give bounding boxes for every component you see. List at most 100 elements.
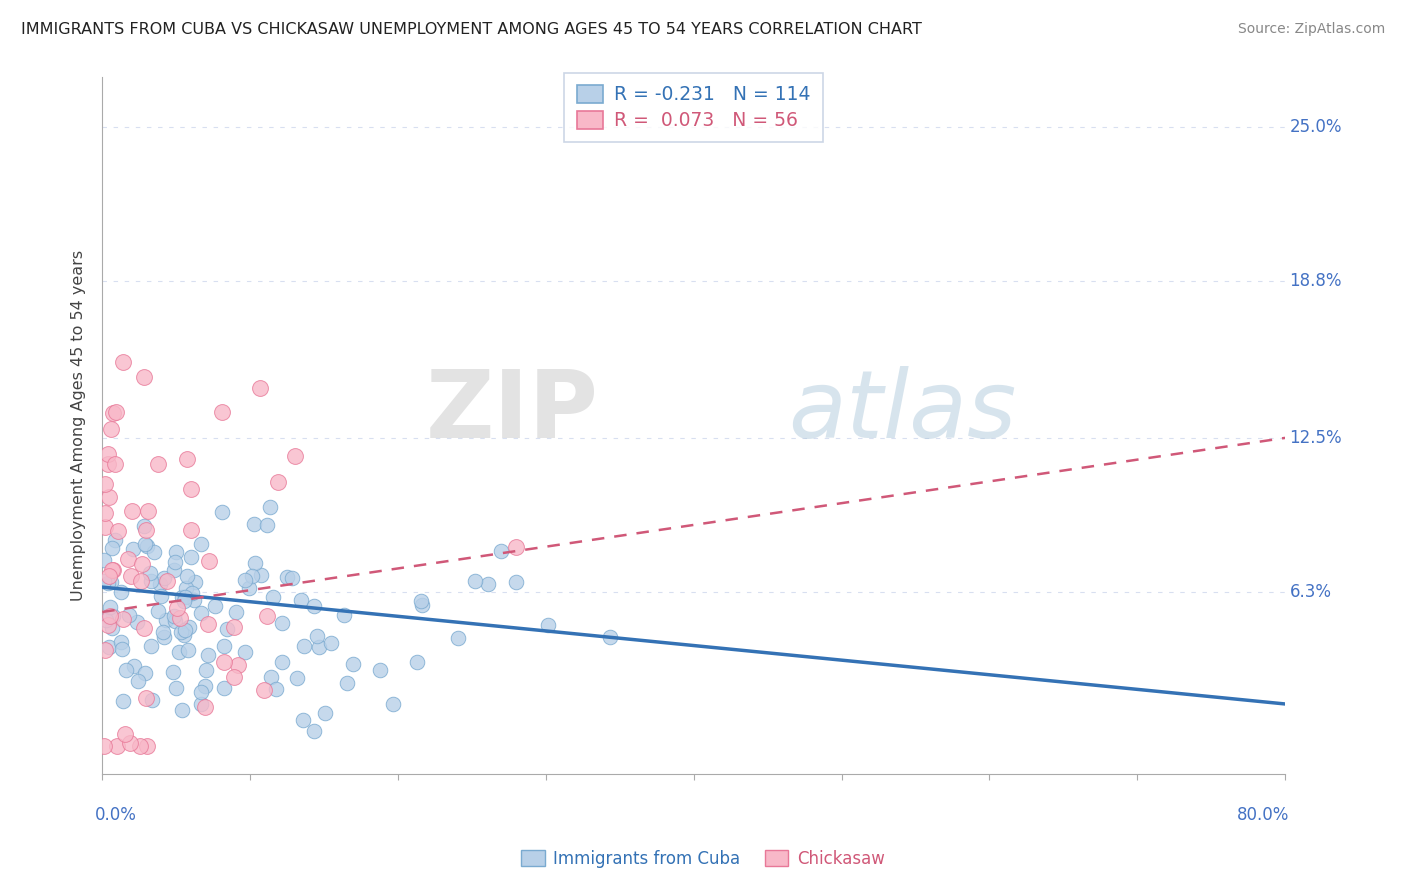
Point [291,713,314,727]
Point [97,490,120,504]
Point [112,355,135,369]
Point [100,575,122,590]
Point [121,542,143,557]
Text: 25.0%: 25.0% [1289,118,1341,136]
Point [136,539,159,553]
Point [132,370,155,384]
Point [190,697,212,711]
Point [242,516,264,531]
Point [505,575,527,590]
Point [141,693,163,707]
Point [135,690,157,705]
Point [97,447,120,461]
Point [104,533,127,548]
Point [284,450,307,464]
Point [211,505,233,519]
Point [110,635,132,649]
Point [177,619,200,633]
Text: atlas: atlas [789,366,1017,457]
Point [406,655,429,669]
Point [167,645,190,659]
Point [98,609,121,624]
Point [464,574,486,588]
Point [266,475,288,489]
Point [165,681,187,695]
Point [101,622,124,636]
Legend: Immigrants from Cuba, Chickasaw: Immigrants from Cuba, Chickasaw [515,844,891,875]
Point [368,663,391,677]
Point [93,739,115,754]
Point [214,639,236,653]
Point [93,553,115,567]
Point [225,605,247,619]
Point [233,573,256,587]
Point [381,698,404,712]
Point [134,666,156,681]
Point [240,569,263,583]
Point [181,585,204,599]
Point [141,640,163,654]
Point [204,599,226,613]
Point [132,519,155,533]
Point [127,673,149,688]
Point [197,617,219,632]
Point [152,571,174,585]
Point [477,576,499,591]
Point [321,636,343,650]
Point [233,645,256,659]
Point [264,682,287,697]
Point [111,642,134,657]
Point [139,566,162,580]
Point [146,457,169,471]
Point [222,670,245,684]
Point [290,593,312,607]
Point [100,422,122,436]
Point [125,615,148,629]
Point [505,540,527,554]
Point [141,574,163,588]
Point [184,575,207,590]
Point [276,570,298,584]
Point [166,600,188,615]
Point [112,694,135,708]
Point [115,664,138,678]
Point [333,607,356,622]
Point [172,703,194,717]
Point [304,724,326,739]
Point [101,563,124,577]
Point [155,613,177,627]
Point [271,616,294,631]
Point [342,657,364,671]
Point [190,537,212,551]
Text: 80.0%: 80.0% [1237,805,1289,824]
Point [249,568,271,582]
Point [172,590,194,604]
Point [121,504,143,518]
Point [292,639,315,653]
Point [177,643,200,657]
Point [129,574,152,589]
Point [100,563,122,577]
Point [249,381,271,395]
Point [176,569,198,583]
Legend: R = -0.231   N = 114, R =  0.073   N = 56: R = -0.231 N = 114, R = 0.073 N = 56 [564,73,823,143]
Point [94,613,117,627]
Point [101,609,124,624]
Point [135,739,157,754]
Point [194,663,217,677]
Point [104,457,127,471]
Point [136,504,159,518]
Point [97,569,120,583]
Point [165,614,187,628]
Y-axis label: Unemployment Among Ages 45 to 54 years: Unemployment Among Ages 45 to 54 years [72,250,86,601]
Point [256,609,278,624]
Point [174,581,197,595]
Point [93,574,115,589]
Point [100,541,122,556]
Text: ZIP: ZIP [426,366,599,458]
Point [599,630,621,644]
Text: 12.5%: 12.5% [1289,429,1343,447]
Point [180,549,202,564]
Point [122,659,145,673]
Point [94,506,117,520]
